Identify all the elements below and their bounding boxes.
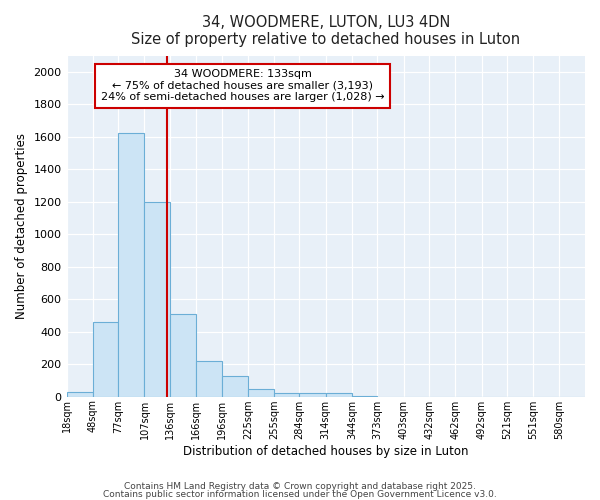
Text: Contains public sector information licensed under the Open Government Licence v3: Contains public sector information licen… — [103, 490, 497, 499]
Bar — [299, 394, 326, 396]
Bar — [170, 314, 196, 396]
Text: 34 WOODMERE: 133sqm
← 75% of detached houses are smaller (3,193)
24% of semi-det: 34 WOODMERE: 133sqm ← 75% of detached ho… — [101, 69, 385, 102]
Bar — [93, 322, 118, 396]
Bar — [326, 394, 352, 396]
Text: Contains HM Land Registry data © Crown copyright and database right 2025.: Contains HM Land Registry data © Crown c… — [124, 482, 476, 491]
Bar — [223, 376, 248, 396]
Bar — [67, 392, 93, 396]
Y-axis label: Number of detached properties: Number of detached properties — [15, 133, 28, 319]
Bar — [274, 392, 299, 396]
Bar — [196, 361, 223, 396]
Bar — [118, 134, 145, 396]
Bar — [248, 390, 274, 396]
X-axis label: Distribution of detached houses by size in Luton: Distribution of detached houses by size … — [183, 444, 469, 458]
Bar — [145, 202, 170, 396]
Title: 34, WOODMERE, LUTON, LU3 4DN
Size of property relative to detached houses in Lut: 34, WOODMERE, LUTON, LU3 4DN Size of pro… — [131, 15, 520, 48]
